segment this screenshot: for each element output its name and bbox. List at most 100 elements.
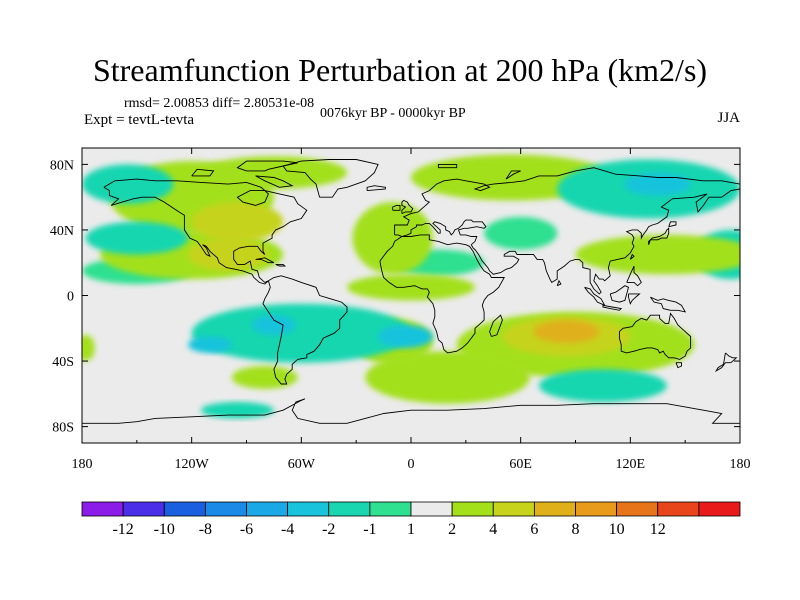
field-region — [365, 351, 530, 404]
colorbar-label: 8 — [572, 521, 580, 538]
colorbar-swatch — [122, 501, 165, 517]
field-region — [538, 369, 667, 403]
colorbar-swatch — [575, 501, 618, 517]
field-region — [188, 336, 232, 353]
period-text: 0076kyr BP - 0000kyr BP — [320, 106, 466, 121]
colorbar-swatch — [204, 501, 247, 517]
colorbar-label: 6 — [530, 521, 538, 538]
rmsd-text: rmsd= 2.00853 diff= 2.80531e-08 — [124, 96, 315, 111]
coastline — [618, 312, 692, 360]
colorbar-swatch — [533, 501, 576, 517]
colorbar-label: 1 — [407, 521, 415, 538]
coastline — [714, 352, 738, 373]
x-tick-label: 60W — [288, 457, 316, 472]
colorbar-label: -6 — [240, 521, 253, 538]
coastline — [401, 199, 414, 215]
field-region — [352, 202, 433, 275]
field-region — [484, 216, 558, 250]
coastline — [648, 227, 670, 245]
x-tick-label: 120E — [616, 457, 646, 472]
coastline — [366, 185, 386, 192]
coastline — [556, 279, 562, 287]
coastline — [236, 160, 298, 172]
y-tick-label: 0 — [67, 290, 74, 305]
coastline — [629, 253, 635, 260]
season-text: JJA — [717, 110, 740, 126]
colorbar-label: -4 — [281, 521, 294, 538]
field-region — [533, 320, 600, 344]
colorbar-label: -8 — [199, 521, 212, 538]
coastline — [650, 296, 687, 313]
colorbar-swatch — [287, 501, 330, 517]
field-region — [575, 234, 740, 275]
field-region — [191, 202, 284, 242]
x-axis: 180 120W 60W 0 60E 120E 180 — [72, 148, 751, 472]
colorbar-label: 4 — [489, 521, 497, 538]
coastline — [675, 362, 682, 369]
y-tick-label: 80S — [52, 421, 74, 436]
coastline — [282, 159, 379, 198]
colorbar-label: 10 — [609, 521, 625, 538]
coastline — [602, 304, 623, 311]
y-axis: 80N 40N 0 40S 80S — [50, 158, 740, 436]
coastline — [275, 263, 287, 267]
colorbar-label: -12 — [112, 521, 133, 538]
coastline — [505, 170, 521, 180]
field-region — [85, 221, 189, 255]
coastline — [392, 204, 401, 211]
colorbar-swatch — [81, 501, 124, 517]
x-tick-label: 60E — [509, 457, 532, 472]
colorbar-label: 12 — [650, 521, 666, 538]
field-region — [251, 315, 296, 335]
field-region — [191, 303, 411, 363]
experiment-text: Expt = tevtL-tevta — [84, 112, 195, 128]
colorbar-label: -2 — [322, 521, 335, 538]
colorbar-swatch — [492, 501, 535, 517]
field-region — [231, 365, 298, 389]
coastline — [255, 175, 294, 188]
colorbar-label: 2 — [448, 521, 456, 538]
map-title: Streamfunction Perturbation at 200 hPa (… — [92, 52, 708, 88]
x-tick-label: 180 — [72, 457, 93, 472]
colorbar-swatch — [369, 501, 412, 517]
colorbar-swatch — [698, 501, 741, 517]
y-tick-label: 40S — [52, 355, 74, 370]
field-region — [82, 334, 95, 362]
colorbar-swatch — [451, 501, 494, 517]
colorbar-swatch — [657, 501, 700, 517]
coastlines — [82, 159, 740, 424]
field-region — [347, 274, 475, 301]
coastline — [191, 168, 215, 177]
colorbar-swatch — [246, 501, 289, 517]
x-tick-label: 120W — [175, 457, 210, 472]
y-tick-label: 80N — [50, 158, 74, 173]
colorbar-swatch — [163, 501, 206, 517]
colorbar-label: -10 — [154, 521, 175, 538]
field-region — [378, 325, 433, 348]
field-region — [200, 156, 348, 189]
coastline — [394, 167, 740, 295]
field-region — [624, 172, 691, 196]
x-tick-label: 180 — [730, 457, 751, 472]
colorbar-swatch — [616, 501, 659, 517]
coastline — [628, 293, 641, 305]
coastline — [103, 178, 308, 285]
colorbar-swatch — [410, 501, 453, 517]
y-tick-label: 40N — [50, 224, 74, 239]
coastline — [82, 398, 740, 424]
colorbar-label: -1 — [363, 521, 376, 538]
coastline — [668, 221, 677, 228]
coastline — [262, 275, 348, 385]
field-region — [200, 402, 274, 419]
coastline — [626, 265, 642, 287]
streamfunction-field — [82, 154, 740, 419]
field-region — [188, 238, 269, 271]
field-region — [82, 164, 174, 204]
colorbar: -12 -10 -8 -6 -4 -2 -1 1 2 4 6 8 10 12 — [81, 501, 741, 538]
x-tick-label: 0 — [408, 457, 415, 472]
colorbar-swatch — [328, 501, 371, 517]
coastline — [437, 163, 458, 169]
coastline — [609, 285, 630, 303]
coastline — [255, 257, 275, 264]
